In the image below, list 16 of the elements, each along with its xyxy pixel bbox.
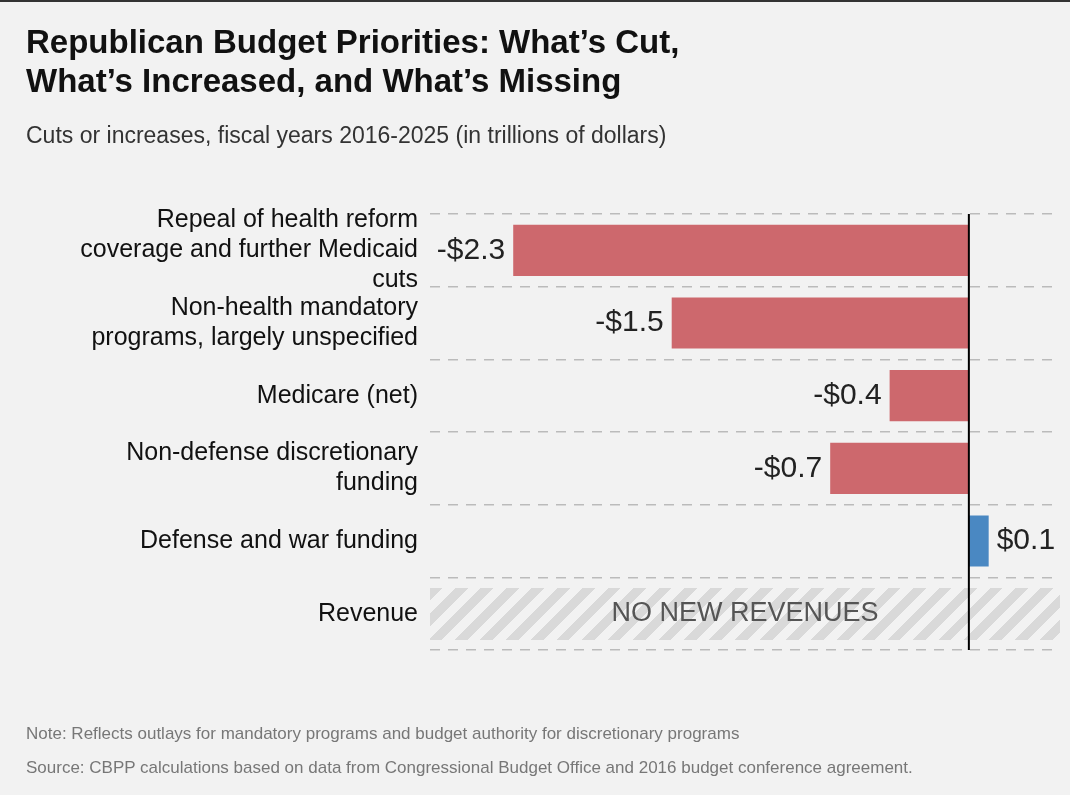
source-note: Source: CBPP calculations based on data from Congressional Budget Office and 2016 budget conference agreement.	[26, 757, 913, 779]
data-label: -$1.5	[595, 304, 664, 338]
data-label: -$0.4	[813, 376, 882, 410]
y-tick-label: Repeal of health reform coverage and further Medicaid cuts	[80, 204, 418, 293]
chart-title: Republican Budget Priorities: What’s Cut, What’s Increased, and What’s Missing	[26, 22, 681, 100]
y-tick-label: Medicare (net)	[256, 379, 418, 408]
data-label: -$0.7	[753, 449, 823, 483]
text: Note: Reflects outlays for mandatory programs and budget authority for discretionary programs	[26, 723, 741, 745]
y-tick-label: Revenue	[317, 597, 418, 626]
data-label: $0.1	[996, 522, 1056, 556]
y-tick-label: Defense and war funding	[140, 524, 418, 553]
y-tick-label: Non-health mandatory programs, largely unspecified	[91, 291, 419, 350]
chart-subtitle: Cuts or increases, fiscal years 2016-2025 (in trillions of dollars)	[26, 122, 667, 149]
y-tick-label: Non-defense discretionary funding	[126, 437, 419, 496]
annotation: NO NEW REVENUES	[611, 597, 879, 628]
data-label: -$2.3	[436, 231, 506, 265]
